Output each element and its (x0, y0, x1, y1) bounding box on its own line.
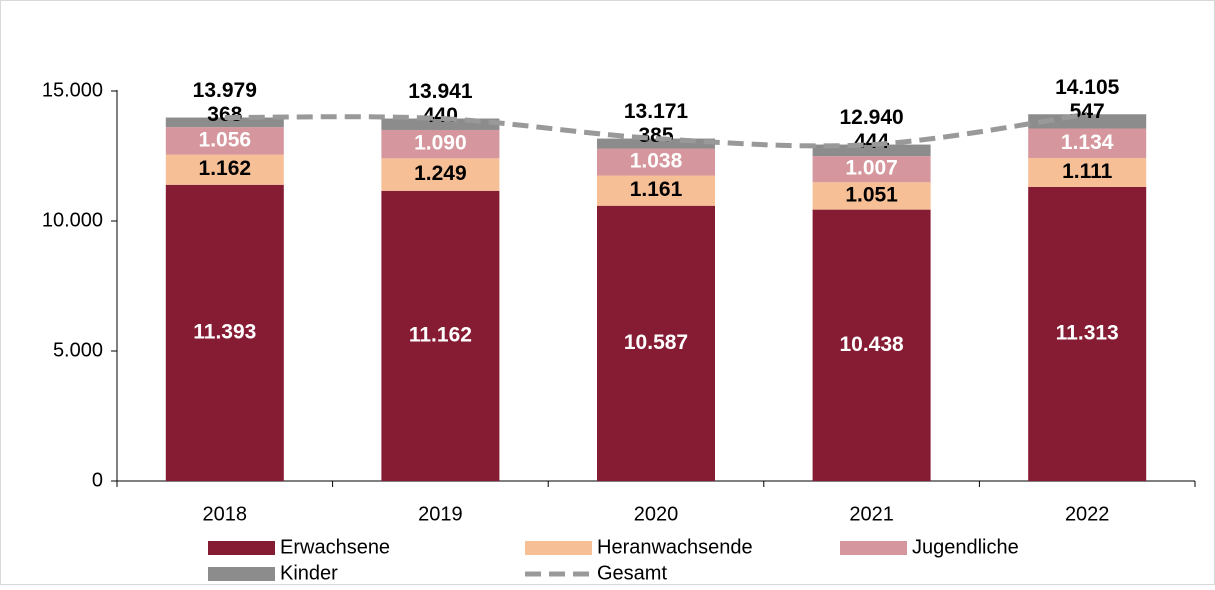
value-label: 11.313 (1056, 321, 1119, 344)
x-tick-label: 2020 (634, 503, 679, 525)
value-label: 1.038 (630, 150, 683, 173)
bar-segment (597, 175, 715, 206)
bar-segment (1028, 128, 1147, 158)
value-label: 1.249 (414, 162, 467, 185)
x-tick-label: 2018 (203, 503, 248, 525)
bar-segment (165, 117, 284, 128)
x-tick-label: 2019 (418, 503, 463, 525)
bar-segment (381, 158, 500, 191)
total-label: 12.940 (839, 106, 903, 129)
bar-segment (812, 144, 931, 157)
bar-segment (381, 118, 500, 130)
y-tick-label: 5.000 (53, 339, 103, 361)
total-label: 13.979 (193, 79, 257, 102)
bar-segment (597, 205, 715, 481)
bar-segment (1028, 114, 1147, 129)
legend-label: Kinder (280, 562, 338, 584)
bar-segment (165, 127, 284, 155)
bar-segment (597, 148, 715, 176)
bar-segment (1028, 186, 1147, 481)
total-label: 13.941 (408, 80, 473, 103)
x-tick-label: 2022 (1065, 503, 1110, 525)
bar-segment (1028, 157, 1147, 187)
value-label: 368 (207, 103, 242, 126)
y-tick-label: 10.000 (42, 209, 103, 231)
value-label: 11.162 (409, 323, 472, 346)
legend-label: Heranwachsende (597, 536, 753, 558)
value-label: 547 (1070, 100, 1105, 123)
bar-segment (812, 182, 931, 210)
value-label: 1.007 (845, 157, 898, 180)
bar-segment (165, 184, 284, 482)
value-label: 1.162 (199, 157, 252, 180)
bar-segment (381, 190, 500, 481)
legend-label: Gesamt (597, 562, 667, 584)
x-tick-label: 2021 (849, 503, 894, 525)
value-label: 11.393 (193, 320, 256, 343)
legend-swatch (208, 541, 275, 555)
bar-segment (812, 209, 931, 481)
value-label: 1.111 (1062, 160, 1113, 183)
bar-segment (165, 154, 284, 185)
total-label: 13.171 (624, 100, 689, 123)
y-tick-label: 15.000 (42, 79, 103, 101)
value-label: 10.438 (839, 333, 904, 356)
bar-segment (381, 129, 500, 159)
value-label: 1.056 (199, 128, 252, 151)
legend-label: Jugendliche (912, 536, 1019, 558)
legend-label: Erwachsene (280, 536, 390, 558)
y-tick-label: 0 (92, 469, 103, 491)
value-label: 1.090 (414, 132, 467, 155)
value-label: 10.587 (624, 331, 688, 354)
total-label: 14.105 (1055, 76, 1120, 99)
bar-segment (597, 138, 715, 149)
line-series (224, 111, 1088, 149)
value-label: 1.161 (630, 178, 683, 201)
legend-swatch (208, 567, 275, 581)
value-label: 1.134 (1061, 131, 1114, 154)
value-label: 1.051 (845, 183, 898, 206)
legend-swatch (525, 541, 592, 555)
bar-segment (812, 156, 931, 183)
legend-swatch (840, 541, 907, 555)
